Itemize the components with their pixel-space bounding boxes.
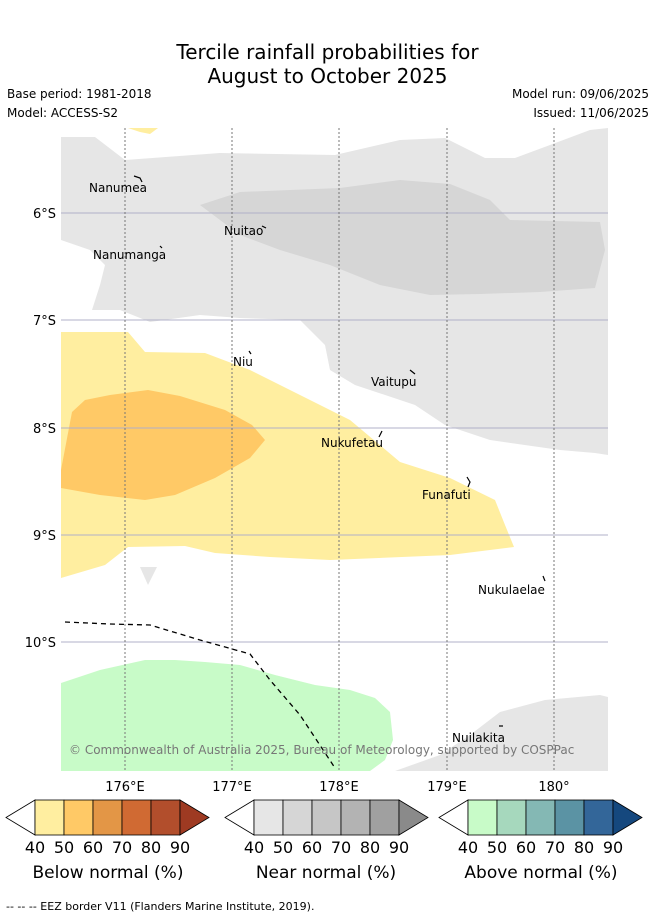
colorbar-near-swatch — [369, 799, 400, 836]
colorbar-above-tick: 80 — [574, 838, 594, 857]
title-line-2: August to October 2025 — [207, 64, 448, 88]
eez-border — [64, 621, 336, 769]
near-normal-region-south — [395, 695, 608, 771]
below-normal-patch-north — [128, 128, 158, 134]
colorbar-near-tick: 90 — [389, 838, 409, 857]
island-label-niu: Niu — [233, 355, 253, 369]
island-label-nukulaelae: Nukulaelae — [478, 583, 545, 597]
colorbar-label-near: Near normal (%) — [255, 863, 397, 883]
colorbar-above-swatch — [496, 799, 527, 836]
colorbar-above-swatch — [612, 799, 643, 836]
map-title: Tercile rainfall probabilities for Augus… — [0, 40, 655, 88]
colorbar-near-swatch — [311, 799, 342, 836]
colorbar-below-swatch — [150, 799, 181, 836]
colorbar-below-swatch — [121, 799, 152, 836]
colorbar-above-swatch — [583, 799, 614, 836]
model-run: Model run: 09/06/2025 — [511, 87, 649, 101]
colorbar-near-tick: 50 — [273, 838, 293, 857]
colorbar-above-swatch — [467, 799, 498, 836]
island-label-nuitao: Nuitao — [224, 224, 263, 238]
colorbar-near-swatch — [398, 799, 429, 836]
colorbar-below-tick: 40 — [25, 838, 45, 857]
colorbar-above-tick: 50 — [487, 838, 507, 857]
base-period: Base period: 1981-2018 — [7, 87, 152, 101]
issued-date: Issued: 11/06/2025 — [533, 106, 649, 120]
above-normal-region-40 — [61, 660, 393, 771]
colorbar-above-tick: 60 — [516, 838, 536, 857]
colorbar-below-swatch — [179, 799, 210, 836]
lat-label: 7°S — [33, 314, 56, 329]
island-label-nukufetau: Nukufetau — [321, 436, 383, 450]
colorbar-below-min-extension — [5, 799, 36, 836]
colorbar-above-swatch — [525, 799, 556, 836]
near-normal-patch — [140, 567, 157, 585]
colorbar-below-swatch — [34, 799, 65, 836]
near-normal-region-50 — [200, 180, 605, 295]
latitude-gridlines — [61, 212, 608, 643]
colorbar-label-below: Below normal (%) — [32, 863, 184, 883]
colorbar-below-tick: 60 — [83, 838, 103, 857]
colorbar-below-tick: 90 — [170, 838, 190, 857]
lon-label: 176°E — [105, 780, 145, 795]
colorbar-near-tick: 60 — [302, 838, 322, 857]
colorbar-near-swatch — [253, 799, 284, 836]
island-label-nuilakita: Nuilakita — [452, 731, 505, 745]
lon-label: 180° — [538, 780, 569, 795]
colorbar-below-tick: 80 — [141, 838, 161, 857]
colorbar-above-tick: 70 — [545, 838, 565, 857]
colorbar-below-tick: 50 — [54, 838, 74, 857]
lat-label: 8°S — [33, 422, 56, 437]
island-label-nanumanga: Nanumanga — [93, 248, 166, 262]
colorbar-near-min-extension — [224, 799, 255, 836]
island-label-vaitupu: Vaitupu — [371, 375, 417, 389]
below-normal-region-40 — [61, 332, 514, 578]
title-line-1: Tercile rainfall probabilities for — [176, 40, 479, 64]
colorbar-near-tick: 70 — [331, 838, 351, 857]
colorbar-above-tick: 40 — [458, 838, 478, 857]
copyright-text: © Commonwealth of Australia 2025, Bureau… — [69, 743, 574, 757]
lon-label: 177°E — [212, 780, 252, 795]
colorbar-near-tick: 80 — [360, 838, 380, 857]
island-label-funafuti: Funafuti — [422, 488, 471, 502]
colorbar-near-tick: 40 — [244, 838, 264, 857]
lat-label: 6°S — [33, 207, 56, 222]
longitude-gridlines — [124, 128, 555, 771]
island-label-nanumea: Nanumea — [89, 181, 147, 195]
colorbar-near-swatch — [282, 799, 313, 836]
colorbar-near-swatch — [340, 799, 371, 836]
colorbar-below-swatch — [92, 799, 123, 836]
colorbar-below-tick: 70 — [112, 838, 132, 857]
colorbar-legends: 40 50 60 70 80 90 40 50 60 70 80 90 40 50 60 70 80 90 — [5, 799, 643, 857]
eez-footer-note: -- -- -- EEZ border V11 (Flanders Marine… — [6, 900, 315, 913]
below-normal-region-50 — [61, 390, 265, 500]
lon-label: 179°E — [427, 780, 467, 795]
island-outlines — [133, 175, 546, 727]
colorbar-above-tick: 90 — [603, 838, 623, 857]
colorbar-below-swatch — [63, 799, 94, 836]
lat-label: 10°S — [25, 636, 56, 651]
colorbar-above-swatch — [554, 799, 585, 836]
lat-label: 9°S — [33, 529, 56, 544]
model-name: Model: ACCESS-S2 — [7, 106, 119, 120]
colorbar-label-above: Above normal (%) — [464, 863, 618, 883]
lon-label: 178°E — [319, 780, 359, 795]
colorbar-above-min-extension — [438, 799, 469, 836]
